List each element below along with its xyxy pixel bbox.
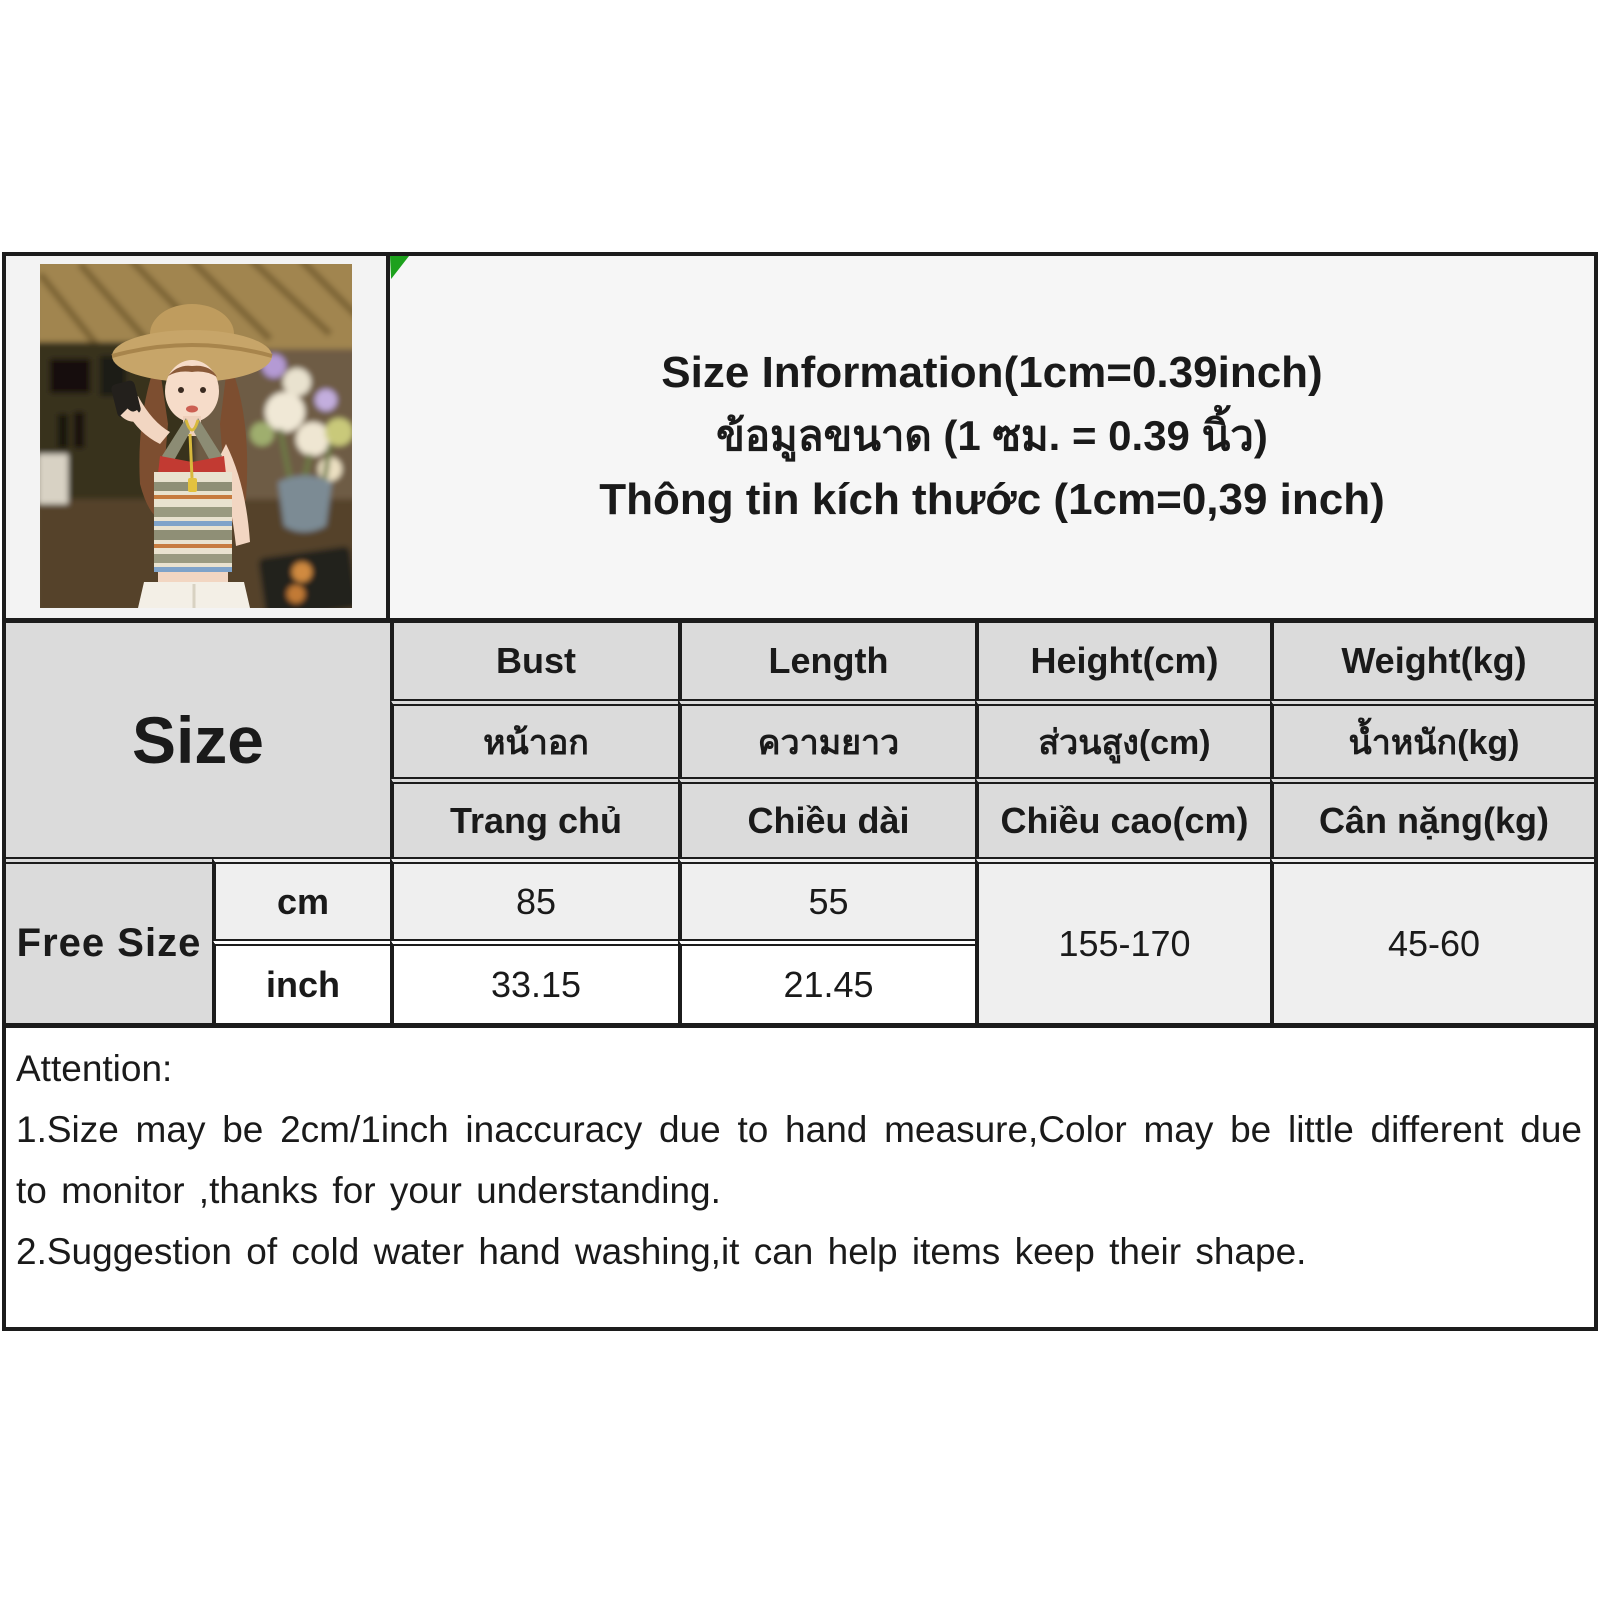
header-weight-th: น้ำหนัก(kg) (1270, 699, 1594, 777)
weight-range-value: 45-60 (1270, 857, 1594, 1023)
title-panel: Size Information(1cm=0.39inch) ข้อมูลขนา… (390, 256, 1594, 618)
header-height-th: ส่วนสูง(cm) (975, 699, 1270, 777)
title-vietnamese: Thông tin kích thước (1cm=0,39 inch) (599, 475, 1385, 524)
unit-inch-label: inch (212, 939, 390, 1023)
attention-note-1: 1.Size may be 2cm/1inch inaccuracy due t… (16, 1109, 1582, 1211)
header-height-en: Height(cm) (975, 623, 1270, 699)
header-bust-th: หน้าอก (390, 699, 678, 777)
title-thai: ข้อมูลขนาด (1 ซม. = 0.39 นิ้ว) (716, 412, 1268, 459)
header-length-th: ความยาว (678, 699, 975, 777)
header-bust-vi: Trang chủ (390, 777, 678, 857)
attention-section: Attention: 1.Size may be 2cm/1inch inacc… (6, 1023, 1594, 1327)
product-photo (40, 264, 352, 608)
height-range-value: 155-170 (975, 857, 1270, 1023)
header-length-en: Length (678, 623, 975, 699)
green-corner-icon (390, 256, 409, 279)
size-corner-label: Size (6, 623, 390, 857)
attention-heading: Attention: (16, 1048, 173, 1089)
size-table: Size Bust Length Height(cm) Weight(kg) ห… (6, 623, 1594, 1023)
header-weight-vi: Cân nặng(kg) (1270, 777, 1594, 857)
bust-cm-value: 85 (390, 857, 678, 939)
header-bust-en: Bust (390, 623, 678, 699)
length-cm-value: 55 (678, 857, 975, 939)
photo-panel (6, 256, 390, 618)
attention-note-2: 2.Suggestion of cold water hand washing,… (16, 1231, 1307, 1272)
header-height-vi: Chiều cao(cm) (975, 777, 1270, 857)
hero-section: Size Information(1cm=0.39inch) ข้อมูลขนา… (6, 256, 1594, 623)
header-weight-en: Weight(kg) (1270, 623, 1594, 699)
title-english: Size Information(1cm=0.39inch) (661, 348, 1323, 397)
bust-inch-value: 33.15 (390, 939, 678, 1023)
header-length-vi: Chiều dài (678, 777, 975, 857)
product-photo-illustration (40, 264, 352, 608)
unit-cm-label: cm (212, 857, 390, 939)
length-inch-value: 21.45 (678, 939, 975, 1023)
row-label-free-size: Free Size (6, 857, 212, 1023)
size-chart-block: Size Information(1cm=0.39inch) ข้อมูลขนา… (2, 252, 1598, 1331)
